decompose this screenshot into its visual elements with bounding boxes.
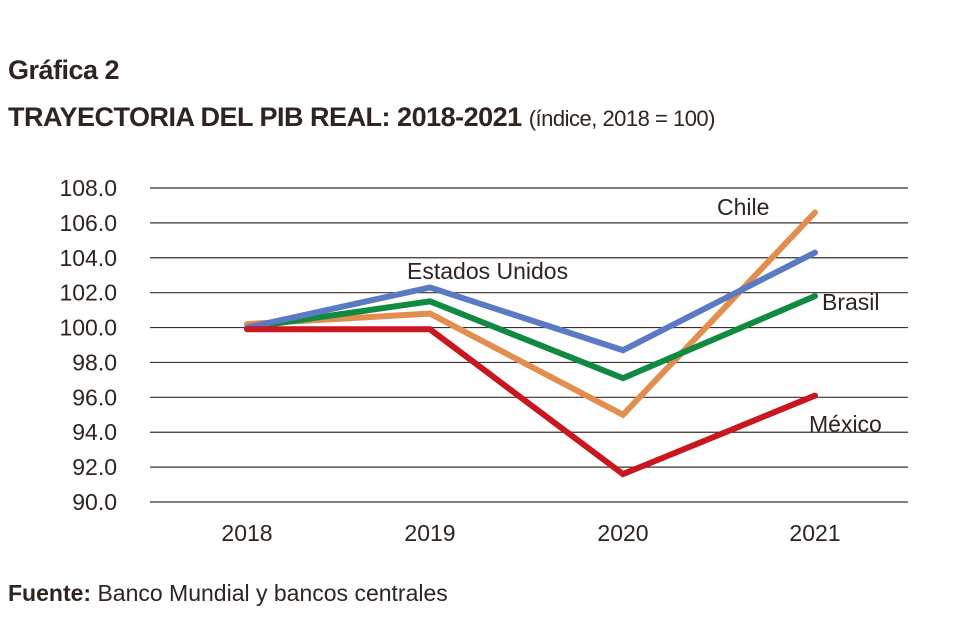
y-tick-label: 92.0 bbox=[72, 454, 117, 480]
series-line-brasil bbox=[244, 293, 818, 382]
series-line-estados-unidos bbox=[244, 249, 818, 354]
x-tick-label: 2021 bbox=[789, 520, 840, 546]
y-tick-label: 96.0 bbox=[72, 384, 117, 410]
x-tick-label: 2018 bbox=[221, 520, 272, 546]
series-line-chile bbox=[244, 209, 818, 419]
source-label: Fuente: bbox=[8, 580, 92, 606]
subtitle-note: (índice, 2018 = 100) bbox=[528, 106, 716, 131]
y-tick-label: 94.0 bbox=[72, 419, 117, 445]
y-tick-label: 90.0 bbox=[72, 489, 117, 515]
y-tick-label: 102.0 bbox=[59, 280, 117, 306]
source-text: Banco Mundial y bancos centrales bbox=[91, 580, 448, 606]
y-tick-label: 106.0 bbox=[59, 210, 117, 236]
series-line-méxico bbox=[244, 326, 818, 478]
y-tick-label: 104.0 bbox=[59, 245, 117, 271]
series-label: Estados Unidos bbox=[407, 258, 568, 284]
source-note: Fuente: Banco Mundial y bancos centrales bbox=[8, 580, 448, 607]
chart-title: Gráfica 2 bbox=[8, 55, 120, 85]
y-tick-label: 100.0 bbox=[59, 315, 117, 341]
y-tick-label: 98.0 bbox=[72, 349, 117, 375]
chart-subtitle: TRAYECTORIA DEL PIB REAL: 2018-2021 (índ… bbox=[8, 102, 716, 133]
y-tick-label: 108.0 bbox=[59, 175, 117, 201]
series-label: Brasil bbox=[822, 289, 880, 315]
x-tick-label: 2020 bbox=[597, 520, 648, 546]
series-label: México bbox=[809, 411, 882, 437]
series-label: Chile bbox=[717, 194, 769, 220]
x-tick-label: 2019 bbox=[404, 520, 455, 546]
subtitle-main: TRAYECTORIA DEL PIB REAL: 2018-2021 bbox=[8, 102, 522, 132]
